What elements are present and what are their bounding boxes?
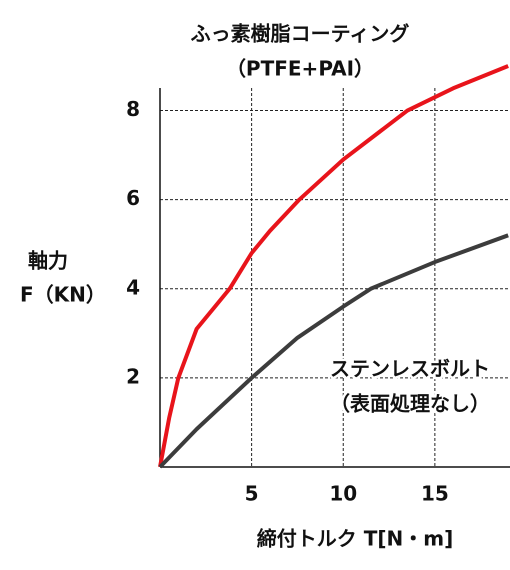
annotation: （PTFE+PAI） [226,57,374,81]
x-tick-label: 5 [245,482,259,506]
y-tick-label: 8 [126,97,140,121]
y-tick-label: 6 [126,186,140,210]
annotation: ふっ素樹脂コーティング [191,22,410,46]
x-tick-label: 10 [329,482,357,506]
y-axis-label: 軸力 [28,249,68,273]
annotation: ステンレスボルト [330,357,490,381]
y-axis-label: F（KN） [20,283,106,307]
series-line [158,233,509,469]
y-tick-label: 2 [126,364,140,388]
x-tick-label: 15 [421,482,449,506]
x-axis-label: 締付トルク T[N・m] [257,527,453,551]
series-line [158,64,509,468]
annotation: （表面処理なし） [330,392,490,416]
y-tick-label: 4 [126,275,140,299]
